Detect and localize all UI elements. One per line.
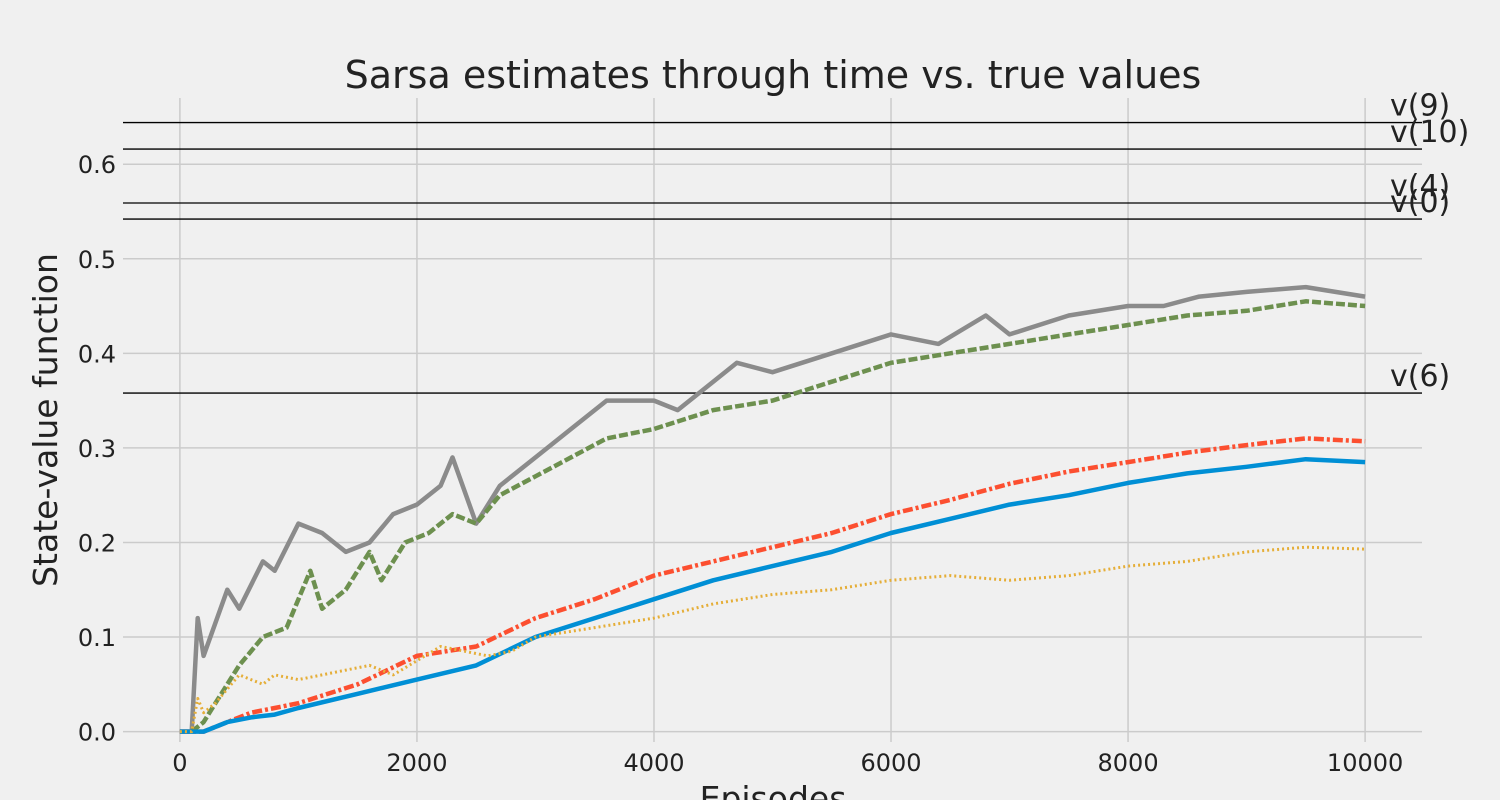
reference-line-label: v(0) [1390, 185, 1450, 220]
grid [123, 98, 1422, 742]
series-line [179, 284, 1366, 734]
x-tick-label: 4000 [623, 749, 684, 777]
y-tick-label: 0.6 [78, 151, 116, 179]
series-line [179, 436, 1366, 734]
y-tick-label: 0.2 [78, 529, 116, 557]
reference-line-label: v(10) [1390, 115, 1469, 150]
x-tick-label: 2000 [386, 749, 447, 777]
x-axis-label: Episodes [700, 779, 847, 800]
x-tick-label: 0 [172, 749, 187, 777]
y-tick-label: 0.5 [78, 246, 116, 274]
y-axis-label: State-value function [26, 253, 65, 587]
series-line [179, 545, 1366, 734]
x-tick-label: 8000 [1098, 749, 1159, 777]
series-lines [179, 284, 1366, 734]
y-tick-label: 0.1 [78, 624, 116, 652]
y-tick-label: 0.0 [78, 719, 116, 747]
chart-title: Sarsa estimates through time vs. true va… [345, 53, 1202, 97]
x-tick-label: 6000 [860, 749, 921, 777]
y-tick-label: 0.3 [78, 435, 116, 463]
y-tick-label: 0.4 [78, 340, 116, 368]
series-line [179, 299, 1366, 734]
reference-line-label: v(4) [1390, 169, 1450, 204]
reference-lines: v(9)v(10) v(4)v(0) v(6) [123, 89, 1469, 394]
series-line [179, 456, 1366, 734]
tick-labels: 0 2000 4000 6000 8000 10000 0.0 0.1 0.2 0.3 0.4 0.5… [78, 151, 1403, 777]
x-tick-label: 10000 [1327, 749, 1403, 777]
reference-line-label: v(6) [1390, 359, 1450, 394]
reference-line-label: v(9) [1390, 89, 1450, 124]
